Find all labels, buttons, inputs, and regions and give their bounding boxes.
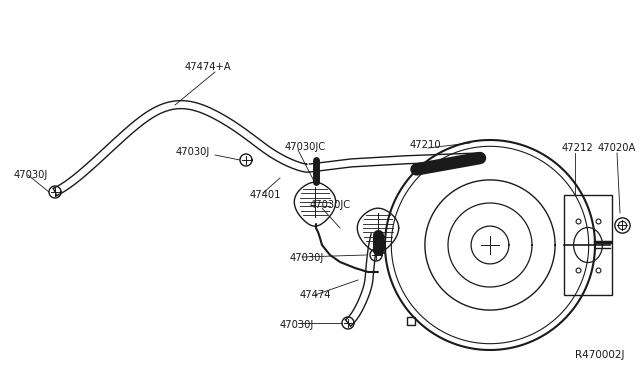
Text: 47474: 47474 — [300, 290, 332, 300]
Text: 47030J: 47030J — [176, 147, 211, 157]
Text: 47030J: 47030J — [14, 170, 48, 180]
Text: 47030JC: 47030JC — [285, 142, 326, 152]
Text: 47474+A: 47474+A — [185, 62, 232, 72]
Text: 47210: 47210 — [410, 140, 442, 150]
Text: 47030JC: 47030JC — [310, 200, 351, 210]
Text: 47020A: 47020A — [598, 143, 636, 153]
Text: 47401: 47401 — [250, 190, 282, 200]
Text: 47212: 47212 — [562, 143, 594, 153]
Text: R470002J: R470002J — [575, 350, 625, 360]
Text: 47030J: 47030J — [280, 320, 314, 330]
Text: 47030J: 47030J — [290, 253, 324, 263]
